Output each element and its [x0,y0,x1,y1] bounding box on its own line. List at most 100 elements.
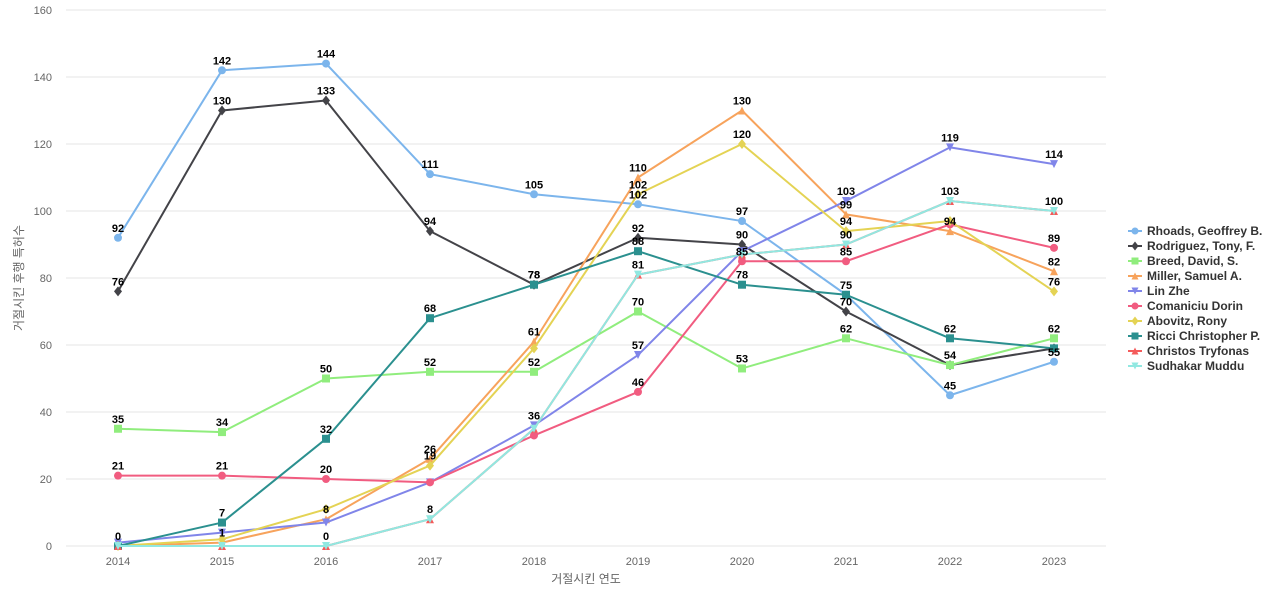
data-point[interactable] [634,270,642,279]
data-point[interactable] [218,66,226,75]
data-point[interactable] [322,542,330,550]
data-point[interactable] [946,143,954,152]
data-point[interactable] [1050,160,1058,169]
data-point[interactable] [426,478,434,487]
series-line[interactable] [117,62,1055,397]
series-line[interactable] [117,109,1055,547]
legend-item[interactable]: Miller, Samuel A. [1128,269,1242,283]
y-tick-label: 140 [34,72,52,84]
data-point[interactable] [634,351,642,360]
data-point[interactable] [114,286,122,297]
data-point[interactable] [946,334,954,343]
series-line[interactable] [118,199,1055,547]
data-label: 90 [736,230,748,242]
legend-item[interactable]: Rhoads, Geoffrey B. [1128,224,1262,238]
data-point[interactable] [218,518,226,527]
data-point[interactable] [1050,207,1058,215]
data-point[interactable] [738,239,746,250]
data-point[interactable] [322,518,330,527]
data-point[interactable] [114,233,122,242]
data-point[interactable] [114,471,122,480]
data-point[interactable] [426,460,434,471]
data-point[interactable] [946,216,954,227]
data-point[interactable] [842,196,850,205]
legend-item[interactable]: Comaniciu Dorin [1128,299,1243,313]
data-point[interactable] [738,280,746,289]
data-point[interactable] [634,232,642,243]
data-point[interactable] [634,307,642,316]
legend-item[interactable]: Ricci Christopher P. [1128,329,1260,343]
data-point[interactable] [738,257,746,266]
data-point[interactable] [426,314,434,323]
data-point[interactable] [634,200,642,209]
data-point[interactable] [842,334,850,343]
data-point[interactable] [114,424,122,433]
data-point[interactable] [738,217,746,226]
data-point[interactable] [1050,286,1058,297]
data-point[interactable] [322,95,330,106]
data-point[interactable] [634,173,642,182]
data-point[interactable] [1050,344,1058,353]
data-point[interactable] [530,343,538,354]
legend-item[interactable]: Abovitz, Rony [1128,314,1227,328]
series-line[interactable] [117,99,1055,367]
legend[interactable]: Rhoads, Geoffrey B.Rodriguez, Tony, F.Br… [1128,224,1262,373]
data-point[interactable] [738,139,746,149]
data-point[interactable] [426,515,434,524]
y-axis-title: 거절시킨 후행 특허수 [11,225,26,331]
data-point[interactable] [842,240,850,249]
data-point[interactable] [426,367,434,376]
data-point[interactable] [322,374,330,383]
data-point[interactable] [322,475,330,483]
data-point[interactable] [1050,357,1058,366]
data-point[interactable] [946,227,954,236]
series-line[interactable] [117,146,1055,544]
data-point[interactable] [1050,243,1058,252]
data-point[interactable] [634,247,642,256]
data-point[interactable] [1050,267,1058,276]
data-point[interactable] [218,471,226,480]
data-point[interactable] [426,226,434,237]
data-point[interactable] [738,364,746,373]
data-point[interactable] [114,542,122,550]
data-point[interactable] [322,434,330,443]
series-line[interactable] [117,143,1055,547]
series-line[interactable] [117,250,1055,547]
data-point[interactable] [218,528,226,537]
data-point[interactable] [530,424,538,433]
data-point[interactable] [530,280,538,289]
data-point[interactable] [1050,334,1058,343]
data-point[interactable] [634,189,642,200]
data-label: 133 [317,85,335,97]
series-line[interactable] [118,223,1055,484]
data-point[interactable] [218,428,226,437]
data-point[interactable] [426,170,434,179]
data-point[interactable] [842,257,850,266]
data-point[interactable] [946,361,954,370]
legend-item[interactable]: Christos Tryfonas [1128,344,1249,358]
data-point[interactable] [842,290,850,299]
data-label: 50 [320,364,332,376]
legend-item[interactable]: Rodriguez, Tony, F. [1128,239,1255,253]
legend-item[interactable]: Lin Zhe [1128,284,1190,298]
data-point[interactable] [218,534,226,545]
data-point[interactable] [218,542,226,550]
data-point[interactable] [530,367,538,376]
data-point[interactable] [738,250,746,259]
data-point[interactable] [634,387,642,396]
series-line[interactable] [117,310,1055,434]
data-point[interactable] [530,190,538,199]
data-point[interactable] [946,196,954,205]
data-point[interactable] [946,391,954,400]
legend-item[interactable]: Breed, David, S. [1128,254,1238,268]
data-point[interactable] [218,105,226,116]
data-point[interactable] [530,431,538,440]
data-point[interactable] [738,106,746,115]
data-point[interactable] [842,226,850,237]
data-point[interactable] [842,210,850,219]
data-point[interactable] [842,306,850,317]
legend-item[interactable]: Sudhakar Muddu [1128,359,1244,373]
data-point[interactable] [322,59,330,68]
data-point[interactable] [322,504,330,515]
data-point[interactable] [426,454,434,463]
